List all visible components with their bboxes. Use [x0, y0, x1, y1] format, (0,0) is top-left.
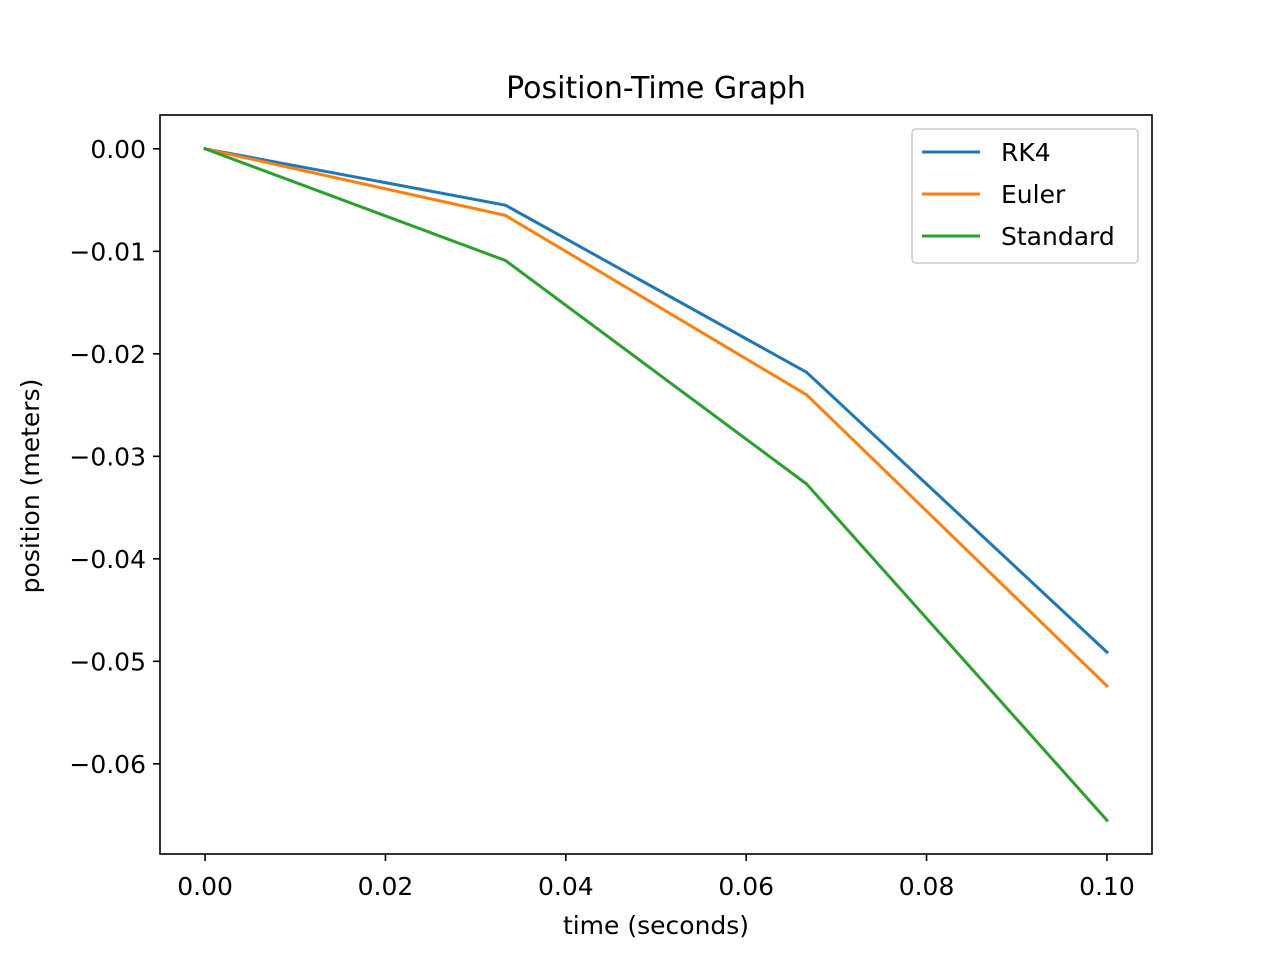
series-line-standard: [203, 146, 1110, 823]
series-line-rk4: [203, 147, 1110, 655]
data-point-standard-3: [1105, 818, 1109, 822]
series-line-euler: [203, 147, 1110, 689]
data-point-rk4-1: [503, 203, 507, 207]
x-tick-label: 0.08: [899, 872, 955, 901]
plot-frame: [159, 114, 1153, 855]
x-tick-label: 0.06: [718, 872, 774, 901]
y-tick-label: −0.06: [69, 750, 146, 779]
chart-title: Position-Time Graph: [506, 71, 806, 106]
legend-label-rk4: RK4: [1001, 138, 1051, 167]
y-tick-label: −0.01: [69, 237, 146, 266]
legend-label-standard: Standard: [1001, 222, 1115, 251]
legend-label-euler: Euler: [1001, 180, 1066, 209]
legend: RK4 Euler Standard: [911, 128, 1139, 264]
y-tick-label: −0.03: [69, 442, 146, 471]
series-layer: [203, 146, 1110, 823]
data-point-euler-3: [1105, 684, 1109, 688]
x-tick-label: 0.04: [538, 872, 594, 901]
data-point-standard-0: [203, 147, 207, 151]
x-tick-label: 0.10: [1079, 872, 1135, 901]
data-point-standard-2: [805, 482, 809, 486]
data-point-rk4-2: [805, 370, 809, 374]
y-tick-label: 0.00: [90, 135, 146, 164]
y-tick-label: −0.02: [69, 340, 146, 369]
data-point-euler-1: [503, 213, 507, 217]
legend-box: [911, 128, 1139, 264]
x-tick-label: 0.02: [358, 872, 414, 901]
data-point-rk4-3: [1105, 650, 1109, 654]
y-tick-label: −0.05: [69, 647, 146, 676]
data-point-standard-1: [503, 259, 507, 262]
y-tick-label: −0.04: [69, 545, 146, 574]
x-tick-label: 0.00: [177, 872, 233, 901]
x-axis-ticks: 0.00 0.02 0.04 0.06 0.08 0.10: [177, 854, 1135, 901]
y-axis-ticks: 0.00 −0.01 −0.02 −0.03 −0.04 −0.05 −0.06: [69, 135, 160, 779]
data-point-euler-2: [805, 393, 809, 397]
x-axis-label: time (seconds): [563, 911, 749, 940]
y-axis-label: position (meters): [16, 379, 45, 594]
